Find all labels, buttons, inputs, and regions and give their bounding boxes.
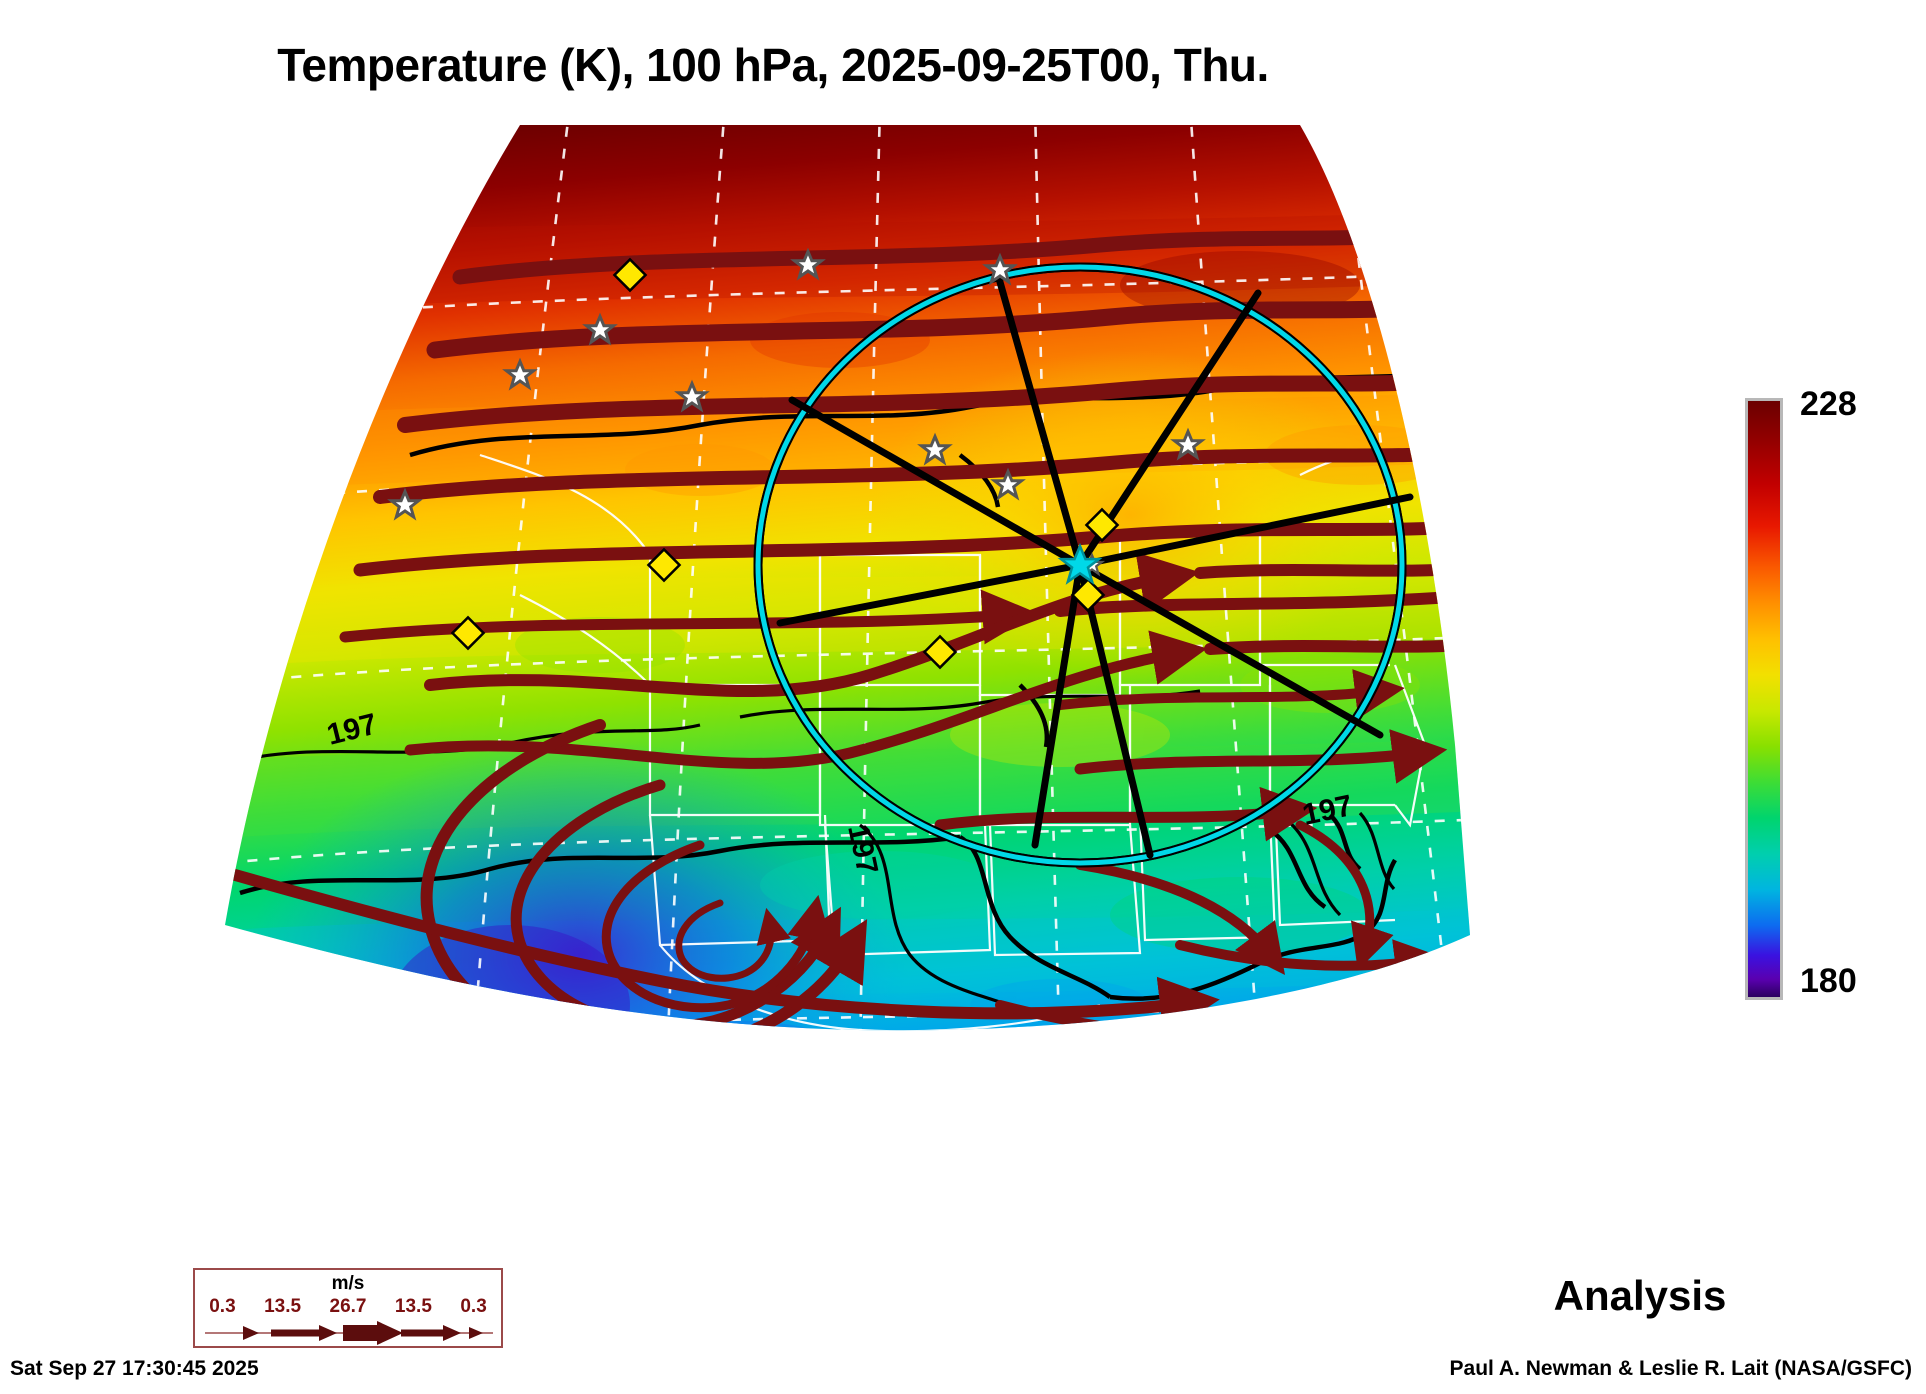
- flight-circle-outside: [753, 262, 1407, 868]
- wind-key-ticks: 0.3 13.5 26.7 13.5 0.3: [195, 1296, 501, 1318]
- wind-key-tick-3: 13.5: [394, 1296, 432, 1317]
- colorbar-min-label: 180: [1800, 962, 1857, 1000]
- generation-timestamp: Sat Sep 27 17:30:45 2025: [10, 1357, 259, 1380]
- wind-key-tick-4: 0.3: [460, 1296, 487, 1317]
- map-panel: 197 197 197: [180, 125, 1600, 1265]
- station-markers: [387, 247, 1206, 670]
- station-diamond: [450, 257, 1120, 670]
- station-star: [387, 247, 1206, 577]
- temperature-map: 197 197 197: [225, 125, 1470, 1031]
- wind-key-tick-2: 26.7: [329, 1296, 367, 1317]
- colorbar-max-label: 228: [1800, 385, 1857, 423]
- colorbar: [1745, 398, 1783, 1000]
- wind-key-tick-0: 0.3: [209, 1296, 236, 1317]
- page-title: Temperature (K), 100 hPa, 2025-09-25T00,…: [277, 39, 1269, 91]
- flight-tracks: [776, 271, 1414, 859]
- author-credit: Paul A. Newman & Leslie R. Lait (NASA/GS…: [1449, 1357, 1912, 1380]
- wind-key-units: m/s: [331, 1273, 365, 1294]
- wind-key-tick-1: 13.5: [264, 1296, 302, 1317]
- wind-key-arrow-glyph: [205, 1321, 493, 1345]
- flight-center-star: [1057, 542, 1103, 585]
- wind-speed-key: m/s 0.3 13.5 26.7 13.5 0.3: [193, 1268, 503, 1348]
- analysis-label: Analysis: [1553, 1272, 1727, 1319]
- temperature-field: [225, 125, 1470, 1031]
